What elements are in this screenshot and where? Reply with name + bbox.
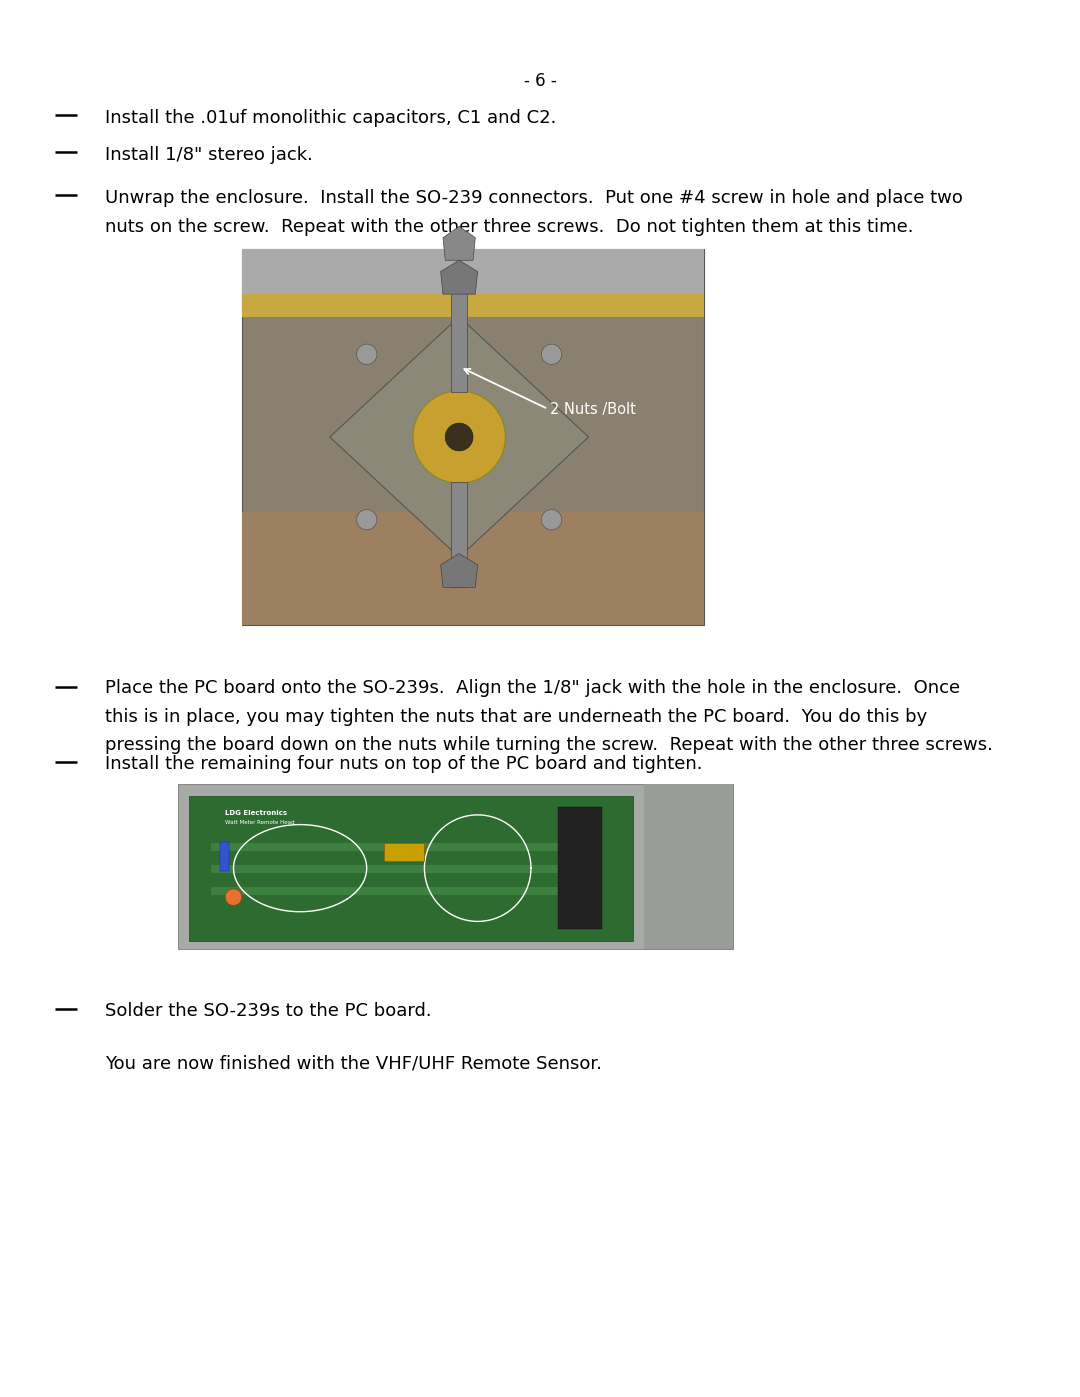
Text: You are now finished with the VHF/UHF Remote Sensor.: You are now finished with the VHF/UHF Re… <box>105 1055 602 1073</box>
Text: Place the PC board onto the SO-239s.  Align the 1/8" jack with the hole in the e: Place the PC board onto the SO-239s. Ali… <box>105 679 960 697</box>
Text: - 6 -: - 6 - <box>524 73 556 89</box>
Polygon shape <box>443 226 475 260</box>
Bar <box>212 865 576 873</box>
Text: Solder the SO-239s to the PC board.: Solder the SO-239s to the PC board. <box>105 1002 432 1020</box>
Bar <box>242 249 704 295</box>
Text: 2 Nuts /Bolt: 2 Nuts /Bolt <box>550 401 636 416</box>
Text: pressing the board down on the nuts while turning the screw.  Repeat with the ot: pressing the board down on the nuts whil… <box>105 736 993 754</box>
Text: Install 1/8" stereo jack.: Install 1/8" stereo jack. <box>105 147 313 163</box>
Circle shape <box>225 888 242 905</box>
Text: Install the remaining four nuts on top of the PC board and tighten.: Install the remaining four nuts on top o… <box>105 754 702 773</box>
Bar <box>242 513 704 624</box>
Circle shape <box>541 344 562 365</box>
Circle shape <box>445 423 473 451</box>
Bar <box>242 295 704 317</box>
Bar <box>178 784 733 949</box>
Bar <box>450 279 468 393</box>
Text: Unwrap the enclosure.  Install the SO-239 connectors.  Put one #4 screw in hole : Unwrap the enclosure. Install the SO-239… <box>105 189 963 207</box>
Circle shape <box>356 510 377 529</box>
Bar <box>212 887 576 895</box>
Text: Watt Meter Remote Head: Watt Meter Remote Head <box>225 820 294 826</box>
Bar <box>189 795 633 940</box>
Bar <box>557 807 602 929</box>
Bar <box>242 249 704 624</box>
Polygon shape <box>441 553 477 587</box>
Text: this is in place, you may tighten the nuts that are underneath the PC board.  Yo: this is in place, you may tighten the nu… <box>105 707 928 725</box>
Bar <box>384 844 424 861</box>
Bar <box>450 482 468 587</box>
Bar <box>220 842 229 872</box>
Bar <box>212 842 576 851</box>
Text: LDG Electronics: LDG Electronics <box>225 810 287 816</box>
Circle shape <box>413 391 505 483</box>
Text: nuts on the screw.  Repeat with the other three screws.  Do not tighten them at : nuts on the screw. Repeat with the other… <box>105 218 914 236</box>
Bar <box>644 784 733 949</box>
Circle shape <box>356 344 377 365</box>
Polygon shape <box>441 260 477 295</box>
Text: Install the .01uf monolithic capacitors, C1 and C2.: Install the .01uf monolithic capacitors,… <box>105 109 556 127</box>
Circle shape <box>541 510 562 529</box>
Polygon shape <box>329 317 589 557</box>
